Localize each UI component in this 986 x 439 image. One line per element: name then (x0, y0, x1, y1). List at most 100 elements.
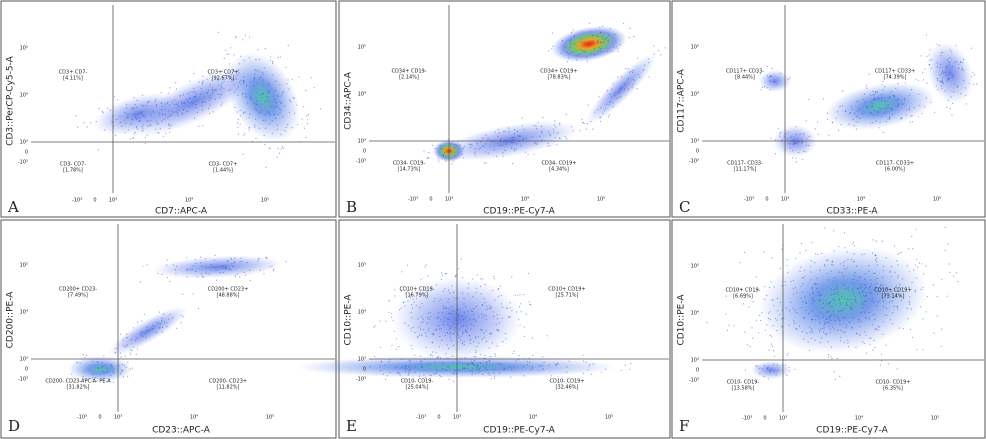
event-dot (168, 123, 170, 125)
event-dot (917, 79, 920, 81)
event-dot (511, 142, 513, 144)
event-dot (113, 368, 115, 370)
event-dot (473, 325, 475, 327)
event-dot (410, 327, 412, 329)
event-dot (948, 64, 950, 66)
event-dot (811, 297, 813, 299)
event-dot (426, 364, 428, 366)
event-dot (837, 291, 839, 293)
event-dot (794, 309, 796, 311)
event-dot (773, 305, 775, 307)
event-dot (819, 322, 821, 324)
event-dot (157, 123, 160, 125)
event-dot (475, 364, 478, 366)
event-dot (505, 307, 508, 309)
event-dot (583, 372, 585, 374)
quadrant-name: CD117- CD33- (727, 161, 763, 167)
event-dot (482, 137, 484, 140)
event-dot (899, 284, 901, 286)
event-dot (510, 376, 512, 378)
event-dot (761, 312, 763, 314)
event-dot (882, 89, 884, 91)
event-dot (244, 34, 247, 36)
event-dot (614, 33, 616, 36)
event-dot (948, 263, 950, 265)
event-dot (951, 65, 953, 68)
event-dot (763, 376, 765, 378)
event-dot (519, 324, 521, 326)
event-dot (142, 94, 144, 96)
event-dot (240, 257, 242, 259)
event-dot (279, 84, 281, 86)
event-dot (942, 77, 944, 79)
event-dot (946, 66, 948, 68)
event-dot (380, 361, 382, 363)
event-dot (585, 50, 587, 53)
event-dot (426, 322, 428, 324)
event-dot (253, 84, 255, 87)
event-dot (520, 145, 522, 147)
event-dot (260, 110, 262, 112)
event-dot (889, 271, 891, 273)
event-dot (291, 78, 293, 80)
event-dot (755, 276, 758, 278)
event-dot (126, 336, 128, 338)
event-dot (794, 287, 797, 289)
event-dot (447, 332, 449, 334)
event-dot (801, 242, 803, 245)
event-dot (973, 83, 975, 85)
event-dot (218, 269, 220, 271)
event-dot (452, 297, 454, 299)
event-dot (848, 123, 850, 125)
quadrant-percent: [32.46%] (556, 385, 579, 391)
event-dot (502, 152, 504, 154)
event-dot (483, 336, 485, 338)
event-dot (617, 48, 619, 50)
y-axis-label: CD117::APC-A (677, 68, 687, 132)
event-dot (306, 115, 308, 117)
event-dot (474, 336, 476, 338)
event-dot (770, 281, 772, 283)
event-dot (828, 134, 830, 136)
event-dot (136, 99, 138, 102)
event-dot (271, 120, 273, 122)
event-dot (478, 148, 480, 150)
event-dot (161, 320, 163, 322)
event-dot (275, 101, 277, 104)
event-dot (535, 127, 537, 130)
event-dot (763, 251, 765, 253)
event-dot (841, 296, 843, 298)
event-dot (757, 289, 759, 291)
quadrant-name: CD200- CD23+ (209, 379, 247, 385)
event-dot (882, 306, 885, 308)
event-dot (876, 257, 878, 259)
event-dot (465, 306, 467, 308)
event-dot (194, 258, 196, 260)
event-dot (455, 275, 457, 277)
x-tick-label: 10⁴ (855, 416, 863, 422)
x-tick-label: 10⁵ (931, 416, 939, 422)
event-dot (542, 117, 544, 119)
event-dot (500, 137, 502, 139)
event-dot (802, 283, 804, 285)
event-dot (470, 360, 473, 362)
event-dot (810, 260, 812, 262)
event-dot (186, 257, 188, 259)
event-dot (223, 265, 225, 267)
event-dot (873, 110, 875, 112)
event-dot (607, 40, 609, 42)
event-dot (406, 264, 409, 266)
event-dot (818, 294, 820, 297)
event-dot (872, 252, 874, 254)
event-dot (549, 133, 551, 136)
event-dot (872, 90, 874, 92)
event-dot (816, 288, 818, 290)
event-dot (458, 369, 460, 371)
event-dot (767, 366, 769, 368)
event-dot (157, 322, 160, 324)
event-dot (195, 103, 197, 106)
event-dot (277, 148, 279, 150)
event-dot (838, 271, 841, 273)
event-dot (484, 368, 486, 370)
event-dot (510, 147, 512, 149)
